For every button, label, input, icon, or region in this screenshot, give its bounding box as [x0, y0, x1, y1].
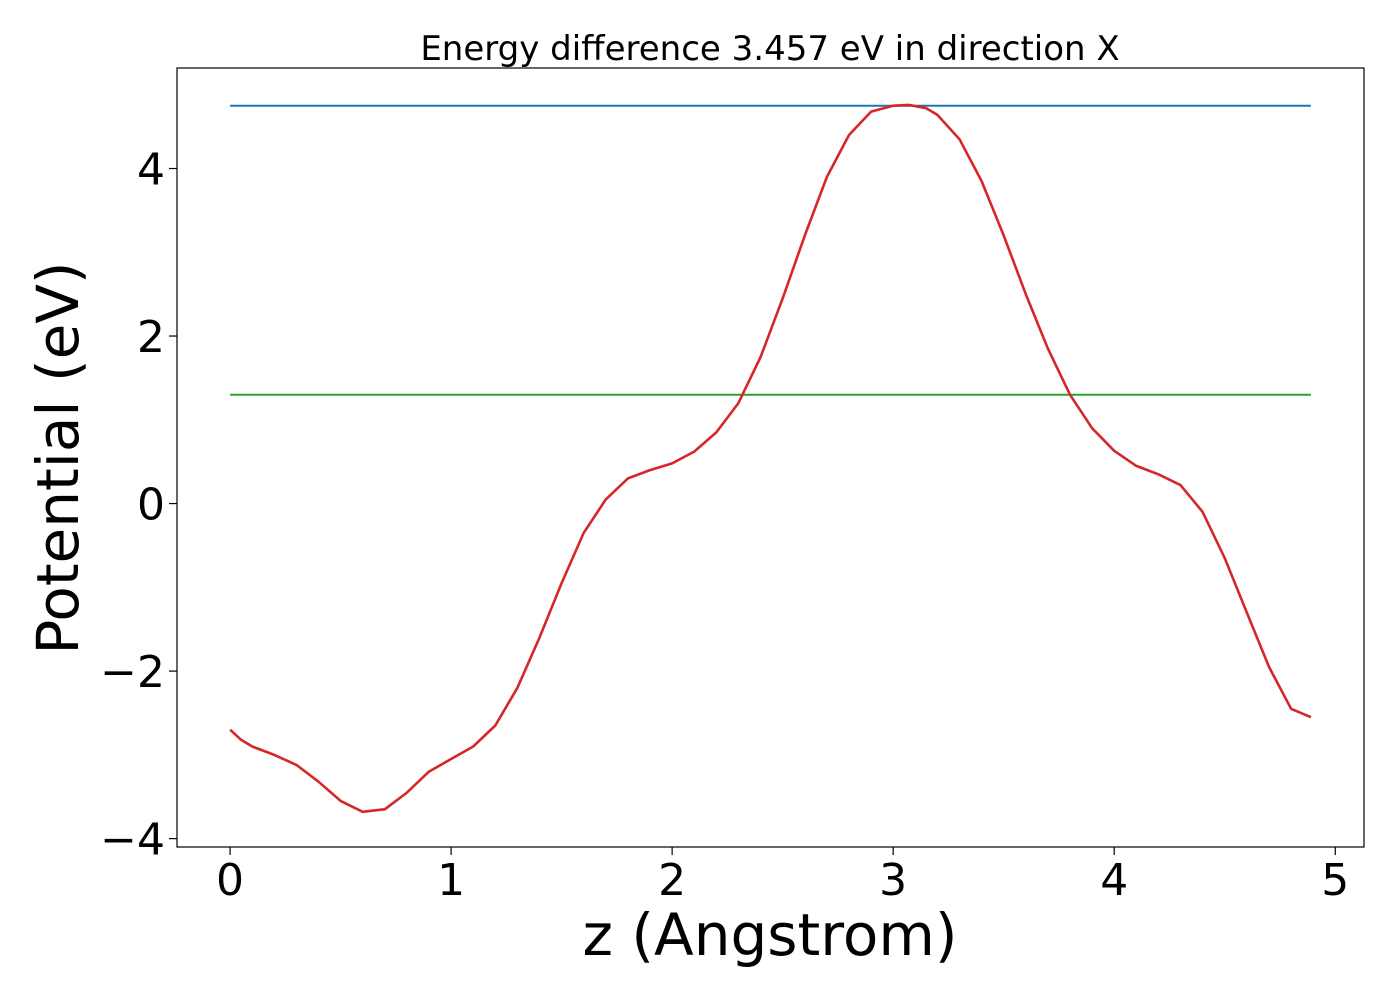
x-tick-label-5: 5	[1321, 855, 1349, 906]
x-tick-label-3: 3	[879, 855, 907, 906]
x-tick-label-0: 0	[216, 855, 244, 906]
x-tick-label-1: 1	[437, 855, 465, 906]
y-tick-label-2: 0	[137, 480, 165, 531]
y-tick-label-0: −4	[100, 815, 165, 866]
plot-frame	[176, 67, 1365, 848]
y-tick-label-1: −2	[100, 647, 165, 698]
y-tick-label-4: 4	[137, 145, 165, 196]
x-axis-label: z (Angstrom)	[583, 901, 958, 969]
plot-area: 0 1 2 3 4 5 −4 −2 0 2 4	[100, 67, 1365, 906]
x-tick-label-2: 2	[658, 855, 686, 906]
chart-title: Energy difference 3.457 eV in direction …	[420, 29, 1119, 69]
x-tick-label-4: 4	[1100, 855, 1128, 906]
series-line-2	[229, 103, 1312, 814]
y-tick-label-3: 2	[137, 312, 165, 363]
y-axis-label: Potential (eV)	[24, 261, 92, 654]
